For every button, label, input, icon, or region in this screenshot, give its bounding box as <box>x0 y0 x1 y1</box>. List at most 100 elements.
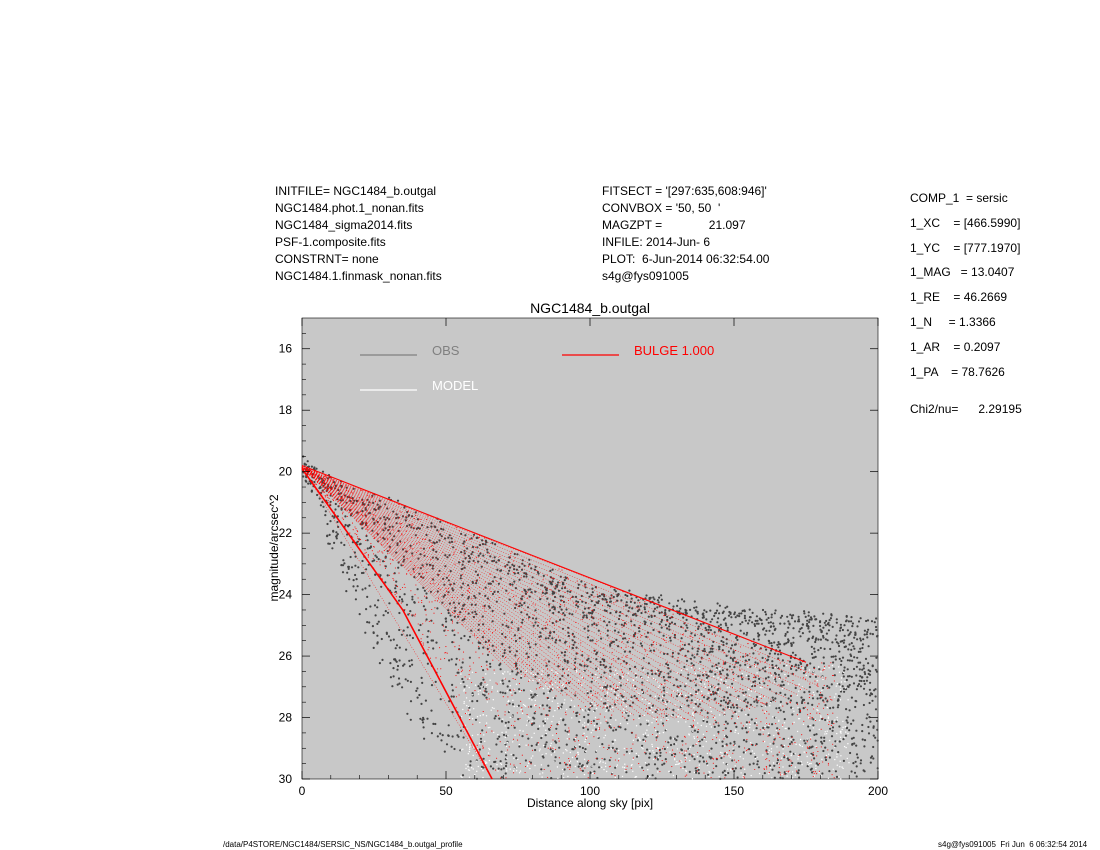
model-point <box>642 733 644 736</box>
obs-point <box>705 610 708 614</box>
model-point <box>460 716 463 718</box>
model-point <box>845 731 847 733</box>
obs-point <box>468 656 471 659</box>
bulge-point <box>584 767 586 769</box>
obs-point <box>666 618 669 622</box>
bulge-point <box>670 695 672 697</box>
model-point <box>486 684 489 686</box>
obs-point <box>761 656 764 660</box>
obs-point <box>376 606 379 609</box>
obs-point <box>598 594 601 598</box>
obs-point <box>334 502 337 506</box>
bulge-point <box>663 701 665 704</box>
obs-point <box>738 745 741 748</box>
obs-point <box>733 740 736 744</box>
model-point <box>640 676 643 678</box>
bulge-point <box>432 544 434 546</box>
obs-point <box>856 638 859 641</box>
model-point <box>528 697 530 700</box>
obs-point <box>800 701 804 705</box>
obs-point <box>482 646 485 649</box>
param-n: 1_N = 1.3366 <box>910 314 996 329</box>
model-point <box>606 691 609 693</box>
bulge-point <box>417 597 419 599</box>
bulge-point <box>373 553 375 555</box>
obs-point <box>654 777 657 780</box>
obs-point <box>583 614 586 617</box>
obs-point <box>702 614 705 617</box>
model-point <box>486 701 489 703</box>
bulge-point <box>589 706 591 708</box>
bulge-point <box>415 584 417 586</box>
bulge-point <box>350 513 352 515</box>
obs-point <box>685 659 689 663</box>
obs-point <box>422 605 425 608</box>
model-point <box>685 721 687 723</box>
obs-point <box>344 515 347 518</box>
obs-point <box>321 470 325 473</box>
obs-point <box>843 645 846 649</box>
obs-point <box>688 753 691 756</box>
obs-point <box>420 676 423 680</box>
bulge-point <box>332 500 334 502</box>
bulge-point <box>349 532 351 534</box>
obs-point <box>492 767 495 770</box>
model-point <box>720 679 723 681</box>
obs-point <box>517 718 520 721</box>
model-point <box>680 669 683 671</box>
obs-point <box>560 599 563 602</box>
obs-point <box>690 662 693 665</box>
bulge-point <box>392 578 394 580</box>
obs-point <box>851 625 854 628</box>
model-point <box>554 709 556 712</box>
model-point <box>539 773 541 775</box>
bulge-point <box>812 673 814 675</box>
obs-point <box>820 736 823 739</box>
obs-point <box>743 609 746 612</box>
bulge-point <box>577 683 580 685</box>
model-point <box>728 755 730 757</box>
model-point <box>462 748 464 750</box>
bulge-point <box>769 666 771 669</box>
model-point <box>573 705 576 707</box>
obs-point <box>733 666 736 669</box>
obs-point <box>768 640 771 643</box>
model-point <box>625 705 627 708</box>
obs-point <box>767 676 770 679</box>
obs-point <box>649 649 652 652</box>
model-point <box>542 744 545 747</box>
bulge-point <box>714 691 716 693</box>
obs-point <box>782 664 786 667</box>
obs-point <box>508 680 511 683</box>
obs-point <box>746 701 749 704</box>
model-point <box>474 684 477 686</box>
bulge-point <box>386 543 388 545</box>
bulge-point <box>515 595 517 597</box>
model-point <box>512 715 514 717</box>
obs-point <box>861 676 864 679</box>
bulge-point <box>759 648 761 650</box>
param-chi2: Chi2/nu= 2.29195 <box>910 402 1022 417</box>
header-middle: FITSECT = '[297:635,608:946]' CONVBOX = … <box>602 183 769 285</box>
obs-point <box>589 690 593 693</box>
obs-point <box>635 755 639 758</box>
obs-point <box>666 663 670 667</box>
model-point <box>581 676 583 678</box>
obs-point <box>860 679 863 683</box>
bulge-point <box>740 656 742 658</box>
obs-point <box>475 613 478 616</box>
obs-point <box>612 640 616 643</box>
bulge-point <box>341 498 343 500</box>
bulge-point <box>644 650 646 652</box>
obs-point <box>642 657 645 660</box>
bulge-point <box>662 725 665 727</box>
obs-point <box>764 670 767 673</box>
model-point <box>490 709 492 711</box>
obs-point <box>791 761 794 765</box>
obs-point <box>799 627 802 631</box>
model-point <box>726 768 729 770</box>
obs-point <box>861 723 864 727</box>
bulge-point <box>374 536 376 538</box>
obs-point <box>593 604 597 607</box>
bulge-point <box>572 711 575 713</box>
